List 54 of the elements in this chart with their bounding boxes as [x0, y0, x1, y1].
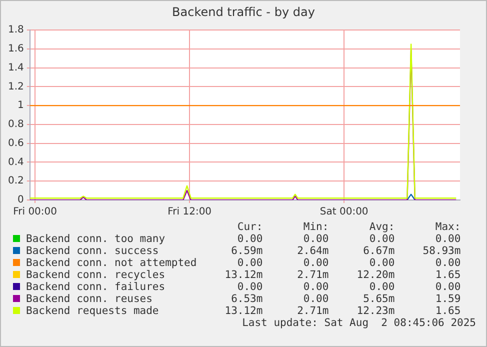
y-tick-label: 0.4 [8, 156, 24, 168]
x-tick-label: Sat 00:00 [320, 206, 368, 218]
text: Min: [302, 221, 330, 233]
legend-label: Backend conn. too many [25, 233, 166, 245]
y-tick-label: 0.2 [8, 176, 24, 187]
y-tick-label: 1.2 [8, 81, 24, 92]
text: 2.71m [296, 269, 330, 281]
legend-label: Backend conn. failures [25, 281, 166, 293]
text: 12.20m [356, 269, 396, 281]
legend-label: Backend conn. not attempted [25, 257, 198, 269]
text: 6.53m [230, 293, 264, 305]
text: 2.64m [296, 245, 330, 257]
legend-label: Backend requests made [25, 305, 160, 317]
y-tick-label: 0.6 [8, 138, 24, 149]
text: 0.00 [236, 281, 264, 293]
text: 13.12m [224, 305, 264, 317]
legend-label: Backend conn. reuses [25, 293, 154, 305]
x-tick-label: Fri 00:00 [13, 206, 58, 218]
text: 0.00 [236, 257, 264, 269]
y-tick-label: 1 [18, 100, 24, 112]
y-tick-label: 0.8 [8, 119, 24, 130]
text: 6.59m [230, 245, 264, 257]
text: 0.00 [302, 281, 330, 293]
y-tick-label: 0 [18, 194, 24, 206]
text: 0.00 [368, 233, 396, 245]
text: 1.65 [434, 269, 462, 281]
text: 0.00 [434, 257, 462, 269]
text: 0.00 [434, 281, 462, 293]
text: 0.00 [236, 233, 264, 245]
text: 0.00 [368, 281, 396, 293]
text: 5.65m [362, 293, 396, 305]
legend-label: Backend conn. success [25, 245, 160, 257]
y-tick-label: 1.8 [8, 24, 24, 36]
text: 0.00 [368, 257, 396, 269]
text: 1.59 [434, 293, 462, 305]
text: 0.00 [302, 233, 330, 245]
x-tick-label: Fri 12:00 [168, 206, 212, 218]
y-tick-label: 1.6 [8, 43, 24, 54]
text: 13.12m [224, 269, 264, 281]
text: 58.93m [422, 245, 462, 257]
y-tick-label: 1.4 [8, 62, 24, 74]
text: 1.65 [434, 305, 462, 317]
text: 0.00 [302, 257, 330, 269]
text: Last update: Sat Aug 2 08:45:06 2025 [241, 317, 476, 329]
text: Cur: [236, 221, 264, 233]
text: 0.00 [302, 293, 330, 305]
text: 12.23m [356, 305, 396, 317]
legend-label: Backend conn. recycles [25, 269, 166, 281]
text: 0.00 [434, 233, 462, 245]
text: 6.67m [362, 245, 396, 257]
chart-title: Backend traffic - by day [171, 5, 316, 21]
text: 2.71m [296, 305, 330, 317]
text: Max: [434, 221, 462, 233]
text: Avg: [368, 221, 396, 233]
